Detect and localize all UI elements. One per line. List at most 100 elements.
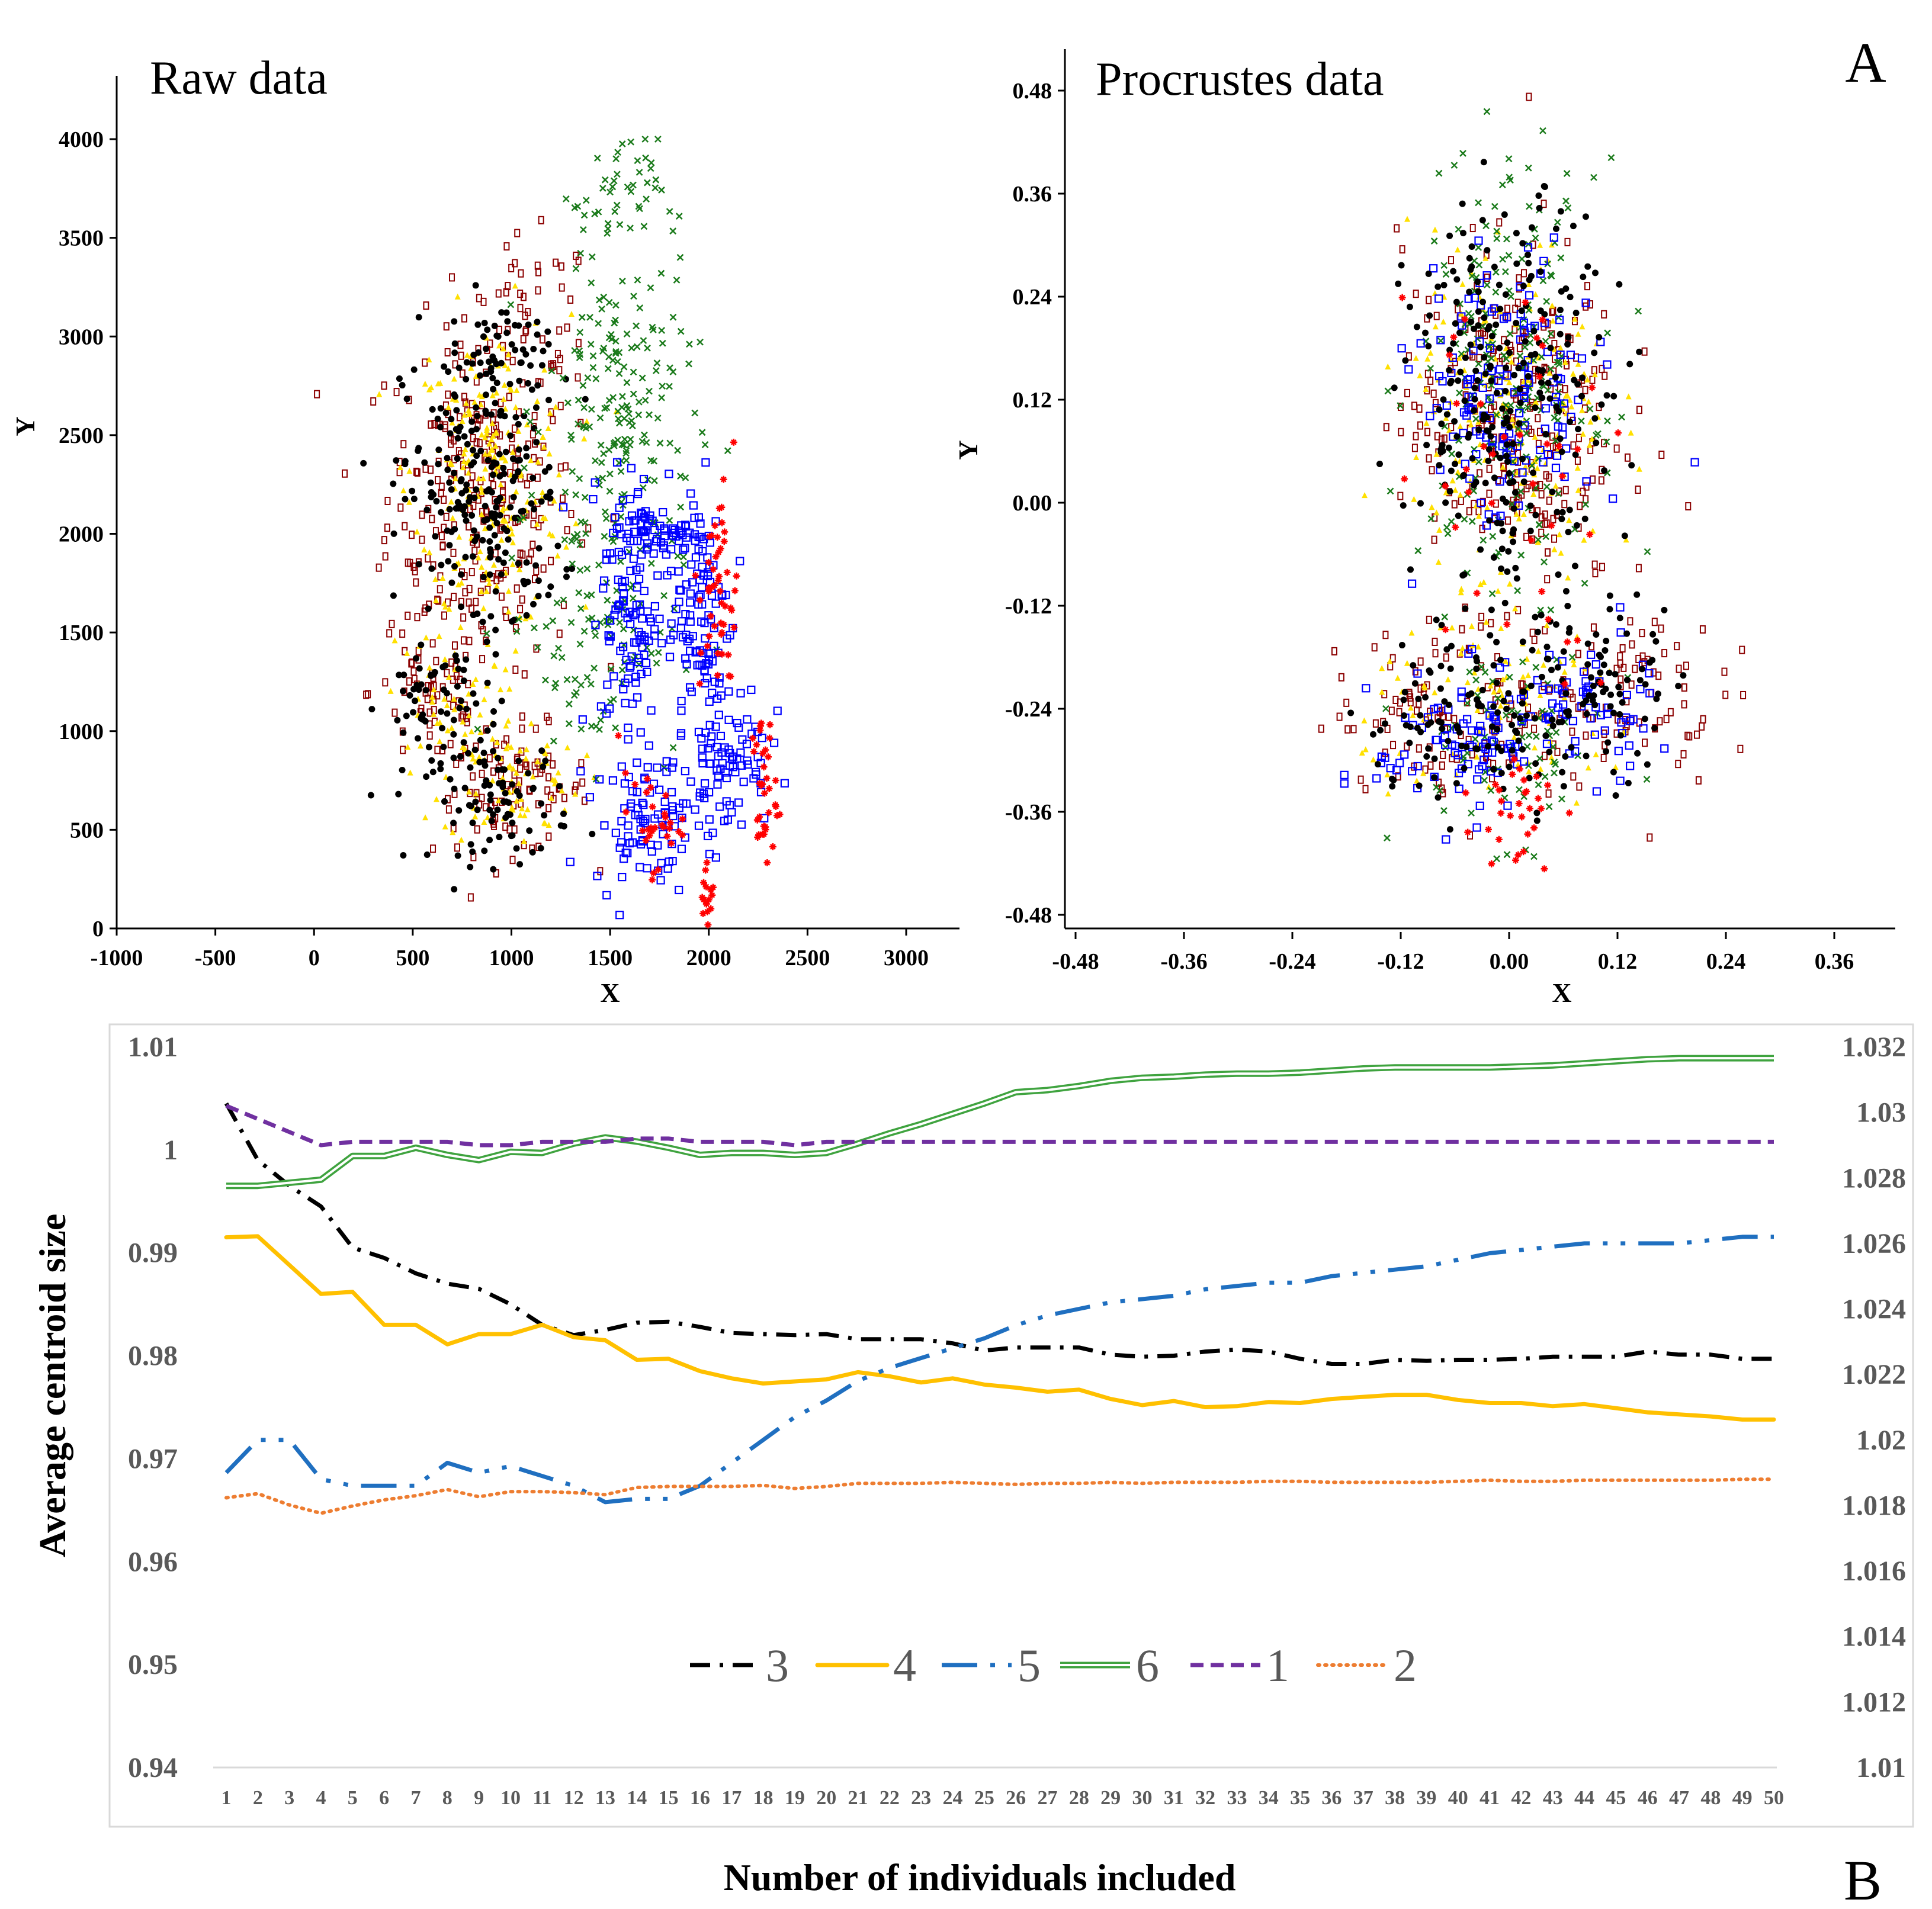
scatter-point [1504, 458, 1511, 465]
scatter-point [1362, 492, 1368, 499]
scatter-point [1578, 393, 1586, 400]
scatter-point [1624, 453, 1631, 462]
scatter-point [1486, 464, 1493, 473]
scatter-point [444, 669, 450, 677]
scatter-point [453, 396, 460, 403]
scatter-point [1645, 689, 1654, 698]
scatter-point [1617, 718, 1626, 727]
scatter-point [435, 446, 442, 454]
scatter-point [461, 433, 468, 440]
scatter-point [1522, 338, 1529, 345]
scatter-point [512, 404, 519, 410]
x-tick-label: 20 [816, 1787, 836, 1809]
scatter-point [531, 412, 538, 420]
scatter-point [660, 592, 667, 599]
x-tick-label: 0 [309, 946, 320, 970]
scatter-point [565, 700, 573, 708]
scatter-point [1407, 579, 1417, 588]
scatter-point [1554, 422, 1562, 431]
scatter-point [619, 589, 628, 598]
scatter-point [1583, 495, 1589, 504]
scatter-point [1445, 676, 1451, 683]
scatter-point [647, 824, 655, 832]
scatter-point [1498, 565, 1505, 573]
scatter-point [634, 811, 643, 819]
scatter-point [1549, 722, 1556, 729]
scatter-point [492, 663, 498, 669]
scatter-point [1536, 445, 1545, 455]
scatter-point [1577, 502, 1583, 510]
scatter-point [1406, 740, 1413, 747]
x-tick-label: 14 [627, 1787, 647, 1809]
scatter-point [363, 690, 370, 699]
scatter-point [545, 397, 553, 404]
scatter-point [492, 588, 499, 595]
scatter-point [556, 471, 562, 478]
scatter-point [1587, 650, 1596, 659]
scatter-point [534, 644, 541, 651]
scatter-point [675, 828, 683, 835]
scatter-point [1568, 403, 1575, 410]
scatter-point [629, 610, 638, 620]
scatter-point [600, 345, 608, 352]
scatter-point [519, 805, 525, 812]
scatter-point [643, 644, 650, 651]
b-y-axis-label: Average centroid size [31, 1214, 73, 1558]
scatter-point [596, 414, 604, 422]
scatter-point [509, 832, 516, 839]
scatter-point [439, 541, 446, 550]
scatter-point [601, 533, 608, 540]
scatter-point [533, 439, 540, 446]
scatter-point [1531, 724, 1538, 733]
scatter-point [413, 655, 420, 662]
scatter-point [1450, 162, 1458, 169]
scatter-point [503, 528, 511, 535]
scatter-point [634, 277, 641, 284]
x-tick-label: 48 [1700, 1787, 1721, 1809]
scatter-point [477, 372, 484, 379]
scatter-point [1606, 669, 1613, 676]
scatter-point [1520, 478, 1527, 486]
scatter-point [444, 467, 451, 474]
scatter-point [611, 208, 618, 216]
scatter-point [618, 583, 627, 592]
scatter-point [1388, 706, 1395, 715]
scatter-point [437, 585, 443, 594]
scatter-point [446, 542, 453, 549]
scatter-point [517, 304, 524, 313]
scatter-point [1331, 647, 1337, 655]
scatter-point [451, 695, 457, 702]
scatter-point [636, 600, 644, 609]
scatter-point [560, 494, 566, 503]
scatter-point [368, 706, 376, 713]
scatter-point [415, 445, 422, 452]
scatter-point [1394, 674, 1401, 681]
scatter-point [734, 723, 743, 732]
scatter-point [439, 725, 446, 732]
scatter-point [1555, 442, 1563, 450]
scatter-point [704, 921, 712, 928]
scatter-point [455, 502, 463, 509]
scatter-point [1510, 526, 1517, 533]
scatter-point [636, 304, 644, 311]
x-tick-label: 500 [396, 946, 429, 970]
scatter-point [1575, 426, 1582, 433]
scatter-point [506, 686, 513, 692]
scatter-point [1461, 397, 1468, 404]
scatter-point [520, 577, 527, 584]
scatter-point [1411, 401, 1417, 410]
scatter-point [1514, 587, 1522, 594]
scatter-point [466, 494, 473, 501]
scatter-point [1531, 635, 1538, 644]
scatter-point [1519, 240, 1526, 247]
scatter-point [1442, 744, 1449, 751]
scatter-point [400, 487, 407, 494]
scatter-point [647, 159, 655, 166]
x-tick-label: -0.24 [1269, 949, 1315, 974]
scatter-point [701, 441, 709, 448]
scatter-point [1505, 155, 1513, 163]
scatter-point [754, 833, 762, 841]
scatter-point [582, 603, 589, 610]
scatter-point [1427, 669, 1434, 676]
scatter-point [1477, 469, 1483, 478]
